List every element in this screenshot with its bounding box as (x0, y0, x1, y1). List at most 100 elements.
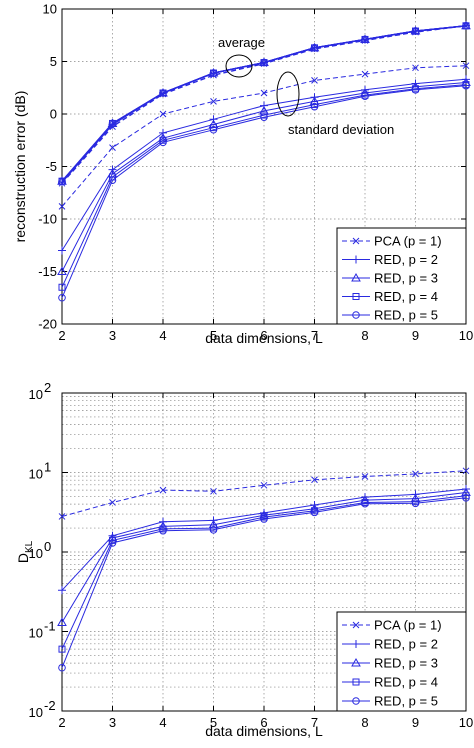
y-tick-label-base: 10 (29, 546, 43, 561)
legend-marker (351, 657, 361, 667)
legend-marker (352, 621, 360, 629)
annotation-standard-deviation: standard deviation (288, 122, 394, 137)
data-point (58, 293, 66, 302)
data-point (412, 470, 419, 478)
annotation-average: average (218, 35, 265, 50)
x-tick-label: 2 (58, 328, 65, 343)
data-point (462, 62, 470, 70)
x-tick-label: 4 (159, 328, 166, 343)
data-point (361, 499, 369, 508)
data-point (310, 102, 319, 111)
y-axis-label: DKL (15, 540, 35, 563)
series-line (61, 497, 467, 668)
x-tick-label: 7 (311, 715, 318, 730)
legend-box (336, 611, 467, 712)
legend-label: RED, p = 5 (374, 694, 438, 709)
x-axis-label: data dimensions, L (205, 723, 323, 739)
annotation-ellipse (225, 54, 253, 78)
x-tick-label: 8 (361, 328, 368, 343)
data-point (58, 283, 66, 291)
y-tick-label-exponent: 1 (44, 460, 51, 475)
data-point (159, 486, 167, 494)
y-axis-label: reconstruction error (dB) (12, 91, 28, 243)
data-point (58, 246, 66, 255)
data-point (209, 115, 218, 124)
y-tick-label-base: 10 (29, 467, 43, 482)
data-point (411, 86, 420, 94)
legend-label: RED, p = 3 (374, 271, 438, 286)
data-point (361, 473, 369, 480)
y-tick-label-base: 10 (29, 626, 43, 641)
y-tick-label: -5 (45, 159, 57, 174)
series-line (61, 84, 467, 288)
y-tick-label-exponent: 2 (44, 380, 51, 395)
y-tick-label: 10 (43, 2, 57, 17)
data-point (58, 203, 66, 210)
y-tick-label: -10 (38, 212, 57, 227)
y-tick-label: -15 (38, 264, 57, 279)
x-tick-label: 3 (109, 715, 116, 730)
y-tick-label: -20 (38, 317, 57, 332)
series-line (61, 492, 467, 623)
data-point (108, 539, 117, 547)
data-point (109, 144, 116, 151)
legend-marker (352, 640, 360, 648)
data-point (58, 513, 66, 520)
x-tick-label: 8 (361, 715, 368, 730)
reconstruction-error-chart: 2 3 4 5 6 7 8 9 10 -20 -15 -10 -5 0 5 10 data dimensions… (12, 2, 473, 347)
data-point (210, 487, 217, 495)
data-point (310, 44, 319, 52)
data-point (57, 266, 67, 275)
data-point (411, 27, 420, 35)
data-point (108, 176, 117, 184)
legend-marker (352, 255, 360, 264)
legend-marker (352, 293, 360, 300)
y-tick-label-base: 10 (29, 387, 43, 402)
data-point (361, 92, 369, 100)
y-tick-label-exponent: -1 (44, 619, 56, 634)
x-tick-label: 9 (412, 328, 419, 343)
data-point (159, 110, 167, 118)
series-line (61, 82, 467, 272)
data-point (108, 119, 117, 128)
series-line (61, 470, 467, 517)
legend-marker (352, 311, 360, 319)
x-tick-label: 6 (260, 715, 267, 730)
y-tick-label-base: 10 (29, 705, 43, 720)
data-point (260, 515, 268, 523)
data-point (209, 526, 218, 534)
y-tick-label-exponent: -2 (44, 698, 56, 713)
series-line (61, 25, 467, 182)
legend-label: PCA (p = 1) (374, 234, 442, 249)
y-axis-label-subscript: KL (24, 540, 35, 553)
series-line (61, 85, 467, 298)
data-point (260, 101, 268, 110)
data-point (159, 89, 167, 97)
data-point (462, 22, 470, 30)
data-point (462, 81, 470, 90)
y-tick-label: 5 (50, 54, 57, 69)
data-point (260, 89, 268, 97)
data-point (58, 663, 66, 672)
data-point (209, 125, 218, 134)
data-point (159, 138, 167, 147)
legend-label: RED, p = 2 (374, 252, 438, 267)
data-point (260, 58, 268, 67)
data-point (361, 70, 369, 78)
x-tick-label: 9 (412, 715, 419, 730)
x-axis-label: data dimensions, L (205, 330, 323, 346)
legend-marker (352, 237, 360, 245)
data-point (462, 467, 470, 475)
data-point (58, 586, 66, 595)
y-tick-label: 0 (50, 107, 57, 122)
data-point (260, 113, 268, 121)
x-tick-label: 7 (311, 328, 318, 343)
x-tick-label: 4 (159, 715, 166, 730)
x-tick-label: 10 (459, 328, 473, 343)
legend-label: RED, p = 4 (374, 675, 438, 690)
legend-label: RED, p = 4 (374, 289, 438, 304)
x-tick-label: 10 (459, 715, 473, 730)
legend-label: PCA (p = 1) (374, 618, 442, 633)
